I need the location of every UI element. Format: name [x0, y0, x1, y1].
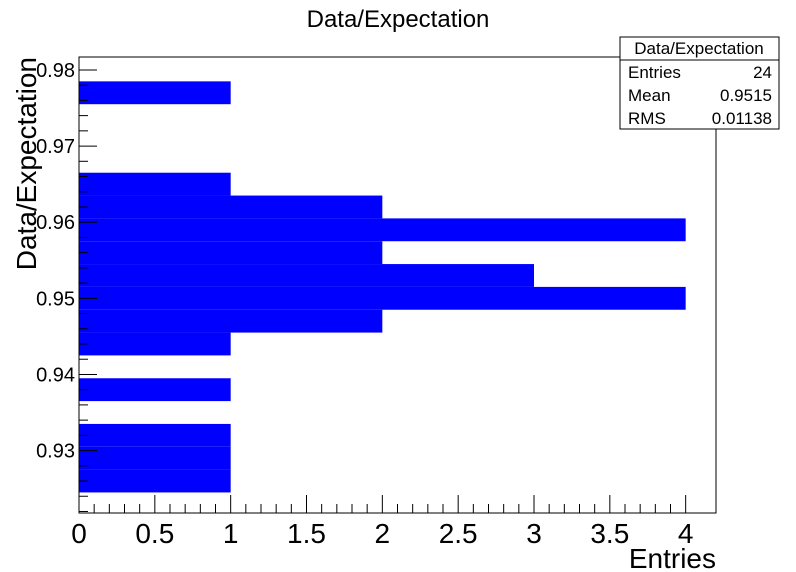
histogram-bar	[79, 309, 383, 333]
stats-entries-label: Entries	[628, 63, 681, 82]
histogram-bar	[79, 218, 686, 242]
histogram-bars	[79, 81, 686, 493]
x-tick-label: 1.5	[287, 518, 326, 549]
histogram-bar	[79, 469, 231, 493]
stats-mean-label: Mean	[628, 86, 671, 105]
stats-box: Data/Expectation Entries 24 Mean 0.9515 …	[619, 36, 780, 130]
x-tick-label: 2.5	[439, 518, 478, 549]
x-tick-label: 2	[375, 518, 391, 549]
histogram-bar	[79, 172, 231, 196]
x-tick-label: 1	[223, 518, 239, 549]
stats-box-title: Data/Expectation	[634, 39, 763, 58]
stats-entries-value: 24	[753, 63, 772, 82]
x-tick-label: 0	[71, 518, 87, 549]
y-tick-label: 0.93	[36, 441, 75, 463]
x-axis-ticks: 0 0.5 1 1.5 2 2.5 3 3.5 4	[71, 495, 693, 549]
x-tick-label: 4	[678, 518, 694, 549]
histogram-bar	[79, 264, 534, 287]
y-tick-label: 0.98	[36, 60, 75, 82]
x-tick-label: 0.5	[135, 518, 174, 549]
y-axis-title: Data/Expectation	[11, 57, 42, 270]
x-tick-label: 3.5	[590, 518, 629, 549]
stats-mean-value: 0.9515	[720, 86, 772, 105]
histogram-bar	[79, 195, 383, 219]
histogram-bar	[79, 423, 231, 447]
histogram-bar	[79, 241, 383, 265]
x-axis-title: Entries	[629, 543, 716, 572]
chart-title: Data/Expectation	[307, 6, 490, 33]
histogram-bar	[79, 332, 231, 356]
y-tick-label: 0.97	[36, 136, 75, 158]
stats-box-frame	[619, 36, 780, 130]
stats-rms-label: RMS	[628, 109, 666, 128]
x-tick-label: 3	[526, 518, 542, 549]
y-tick-label: 0.94	[36, 364, 75, 386]
y-axis-ticks: 0.93 0.94 0.95 0.96 0.97 0.98	[36, 60, 97, 512]
stats-rms-value: 0.01138	[712, 109, 772, 128]
histogram-bar	[79, 286, 686, 310]
y-tick-label: 0.96	[36, 212, 75, 234]
histogram-bar	[79, 81, 231, 105]
histogram-bar	[79, 378, 231, 402]
y-tick-label: 0.95	[36, 288, 75, 310]
histogram-bar	[79, 446, 231, 470]
